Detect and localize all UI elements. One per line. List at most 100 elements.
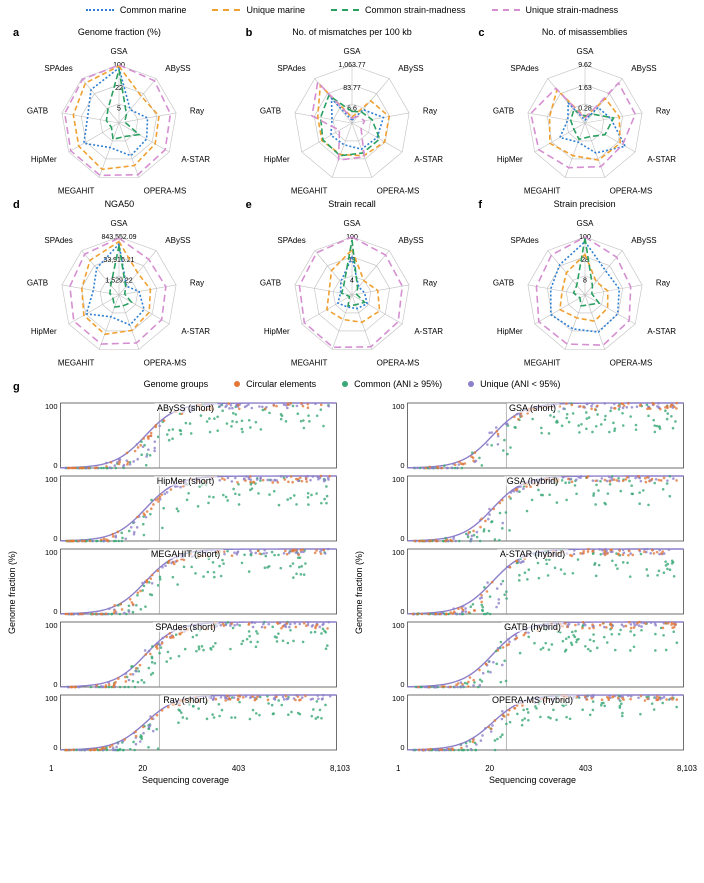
legend-item: Common strain-madness xyxy=(331,5,466,15)
radar-axis-label: HipMer xyxy=(497,327,523,336)
radar-axis-label: SPAdes xyxy=(510,64,538,73)
panel-label-e: e xyxy=(246,199,252,211)
radar-axis-label: A-STAR xyxy=(182,327,211,336)
radar-cell-e: eStrain recallGSAABySSRayA-STAROPERA-MSM… xyxy=(238,197,467,365)
radar-axis-label: Ray xyxy=(423,106,437,115)
radar-tick: 5 xyxy=(117,106,121,113)
radar-grid: aGenome fraction (%)GSAABySSRayA-STAROPE… xyxy=(5,25,699,365)
panel-label-d: d xyxy=(13,199,20,211)
panel-label-c: c xyxy=(478,27,484,39)
y-tick: 0 xyxy=(400,743,404,752)
radar-axis-label: ABySS xyxy=(166,236,191,245)
radar-axis-label: A-STAR xyxy=(182,155,211,164)
radar-series-common_marine xyxy=(84,68,148,156)
legend-swatch xyxy=(492,9,520,11)
y-tick: 0 xyxy=(400,680,404,689)
scatter-column-right: 0100GSA (short)0100GSA (hybrid)0100A-STA… xyxy=(366,399,699,785)
x-tick: 1 xyxy=(49,764,53,773)
points-common xyxy=(68,549,326,615)
scatter-column-left: 0100ABySS (short)0100HipMer (short)0100M… xyxy=(19,399,352,785)
x-tick: 8,103 xyxy=(330,764,350,773)
radar-chart-c: GSAABySSRayA-STAROPERA-MSMEGAHITHipMerGA… xyxy=(475,37,695,197)
legend-label: Common marine xyxy=(120,5,187,15)
panel-label-b: b xyxy=(246,27,253,39)
scatter-title: HipMer (short) xyxy=(154,476,218,486)
scatter-title: ABySS (short) xyxy=(154,403,217,413)
radar-axis-label: ABySS xyxy=(631,236,656,245)
x-ticks: 1204038,103 xyxy=(366,764,699,773)
radar-chart-e: GSAABySSRayA-STAROPERA-MSMEGAHITHipMerGA… xyxy=(242,209,462,369)
y-tick: 100 xyxy=(392,548,405,557)
scatter-legend-item: Unique (ANI < 95%) xyxy=(468,379,560,389)
y-tick: 100 xyxy=(392,475,405,484)
legend-swatch xyxy=(212,9,240,11)
legend-dot xyxy=(342,381,348,387)
legend-dot xyxy=(234,381,240,387)
scatter-title: GSA (hybrid) xyxy=(504,476,562,486)
scatter-title: OPERA-MS (hybrid) xyxy=(489,695,576,705)
radar-cell-b: bNo. of mismatches per 100 kbGSAABySSRay… xyxy=(238,25,467,193)
radar-axis-label: Ray xyxy=(423,278,437,287)
radar-axis-label: SPAdes xyxy=(277,64,305,73)
legend-item: Unique marine xyxy=(212,5,305,15)
panel-label-g: g xyxy=(13,381,20,393)
x-ticks: 1204038,103 xyxy=(19,764,352,773)
panel-label-a: a xyxy=(13,27,19,39)
y-tick: 100 xyxy=(392,402,405,411)
x-axis-label: Sequencing coverage xyxy=(366,775,699,785)
radar-axis-label: OPERA-MS xyxy=(377,359,420,368)
radar-axis-label: Ray xyxy=(656,278,670,287)
radar-axis-label: ABySS xyxy=(631,64,656,73)
y-tick: 0 xyxy=(400,534,404,543)
radar-axis-label: GATB xyxy=(260,278,281,287)
x-axis-label: Sequencing coverage xyxy=(19,775,352,785)
radar-cell-f: fStrain precisionGSAABySSRayA-STAROPERA-… xyxy=(470,197,699,365)
scatter-title: MEGAHIT (short) xyxy=(148,549,223,559)
radar-axis-label: GATB xyxy=(27,106,48,115)
legend-label: Common (ANI ≥ 95%) xyxy=(354,379,442,389)
radar-axis-label: MEGAHIT xyxy=(524,187,561,196)
scatter-legend: Genome groups Circular elementsCommon (A… xyxy=(5,379,699,389)
radar-tick: 33,916.21 xyxy=(104,257,135,264)
points-common xyxy=(65,477,328,543)
x-tick: 1 xyxy=(396,764,400,773)
legend-label: Circular elements xyxy=(246,379,316,389)
radar-axis-label: MEGAHIT xyxy=(58,187,95,196)
x-tick: 403 xyxy=(232,764,245,773)
legend-label: Unique strain-madness xyxy=(526,5,619,15)
radar-axis-label: A-STAR xyxy=(647,155,676,164)
y-tick: 100 xyxy=(45,548,58,557)
radar-axis-label: GSA xyxy=(344,219,362,228)
scatter-title: SPAdes (short) xyxy=(152,622,218,632)
y-tick: 0 xyxy=(400,461,404,470)
radar-legend: Common marine Unique marine Common strain-… xyxy=(5,5,699,15)
scatter-panel: 0100MEGAHIT (short) xyxy=(19,545,352,618)
points-common xyxy=(65,403,329,469)
radar-axis-label: Ray xyxy=(190,278,204,287)
radar-chart-d: GSAABySSRayA-STAROPERA-MSMEGAHITHipMerGA… xyxy=(9,209,229,369)
x-tick: 403 xyxy=(579,764,592,773)
radar-axis-label: ABySS xyxy=(398,64,423,73)
radar-tick: 8 xyxy=(583,278,587,285)
radar-title: No. of misassemblies xyxy=(470,27,699,37)
radar-axis-label: OPERA-MS xyxy=(144,359,187,368)
radar-tick: 1.63 xyxy=(578,85,592,92)
radar-axis-label: GATB xyxy=(27,278,48,287)
radar-axis-label: OPERA-MS xyxy=(609,187,652,196)
radar-axis-label: A-STAR xyxy=(647,327,676,336)
scatter-panel: 0100HipMer (short) xyxy=(19,472,352,545)
radar-axis-label: A-STAR xyxy=(414,155,443,164)
radar-axis-label: MEGAHIT xyxy=(291,359,328,368)
radar-axis-label: GATB xyxy=(493,278,514,287)
radar-cell-d: dNGA50GSAABySSRayA-STAROPERA-MSMEGAHITHi… xyxy=(5,197,234,365)
radar-title: Strain recall xyxy=(238,199,467,209)
scatter-title: GATB (hybrid) xyxy=(501,622,564,632)
radar-axis-label: GSA xyxy=(111,47,129,56)
radar-chart-b: GSAABySSRayA-STAROPERA-MSMEGAHITHipMerGA… xyxy=(242,37,462,197)
radar-axis-label: MEGAHIT xyxy=(524,359,561,368)
y-tick: 100 xyxy=(45,621,58,630)
legend-dot xyxy=(468,381,474,387)
x-tick: 20 xyxy=(485,764,494,773)
radar-tick: 843,552.09 xyxy=(102,234,137,241)
y-tick: 0 xyxy=(53,680,57,689)
